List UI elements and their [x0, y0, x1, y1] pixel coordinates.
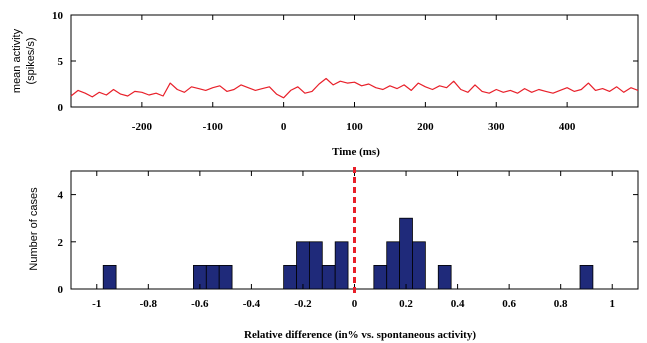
bottom-x-axis-title: Relative difference (in% vs. spontaneous… — [244, 329, 476, 341]
bottom-x-tick-label: 0.6 — [502, 298, 516, 310]
top-y-tick-label: 0 — [58, 102, 64, 114]
top-x-tick-labels: -200 -100 0 100 200 300 400 — [132, 121, 576, 133]
bottom-ticks — [71, 171, 638, 290]
histogram-bar — [399, 217, 413, 290]
histogram-bars — [102, 217, 594, 290]
bottom-y-tick-labels: 0 2 4 — [58, 190, 64, 296]
histogram-bar — [218, 264, 233, 290]
bottom-y-tick-label: 2 — [58, 237, 64, 249]
histogram-bar — [102, 264, 117, 290]
top-y-tick-label: 10 — [52, 10, 64, 22]
histogram-bar — [321, 264, 336, 290]
top-x-tick-label: 400 — [559, 121, 576, 133]
activity-line — [70, 77, 639, 99]
bottom-x-tick-label: -0.6 — [191, 298, 209, 310]
activity-line-series — [70, 77, 639, 99]
top-y-tick-labels: 0 5 10 — [52, 10, 64, 114]
bottom-x-tick-label: 0 — [352, 298, 358, 310]
top-y-axis-title: mean activity (spikes/s) — [11, 28, 37, 93]
top-x-axis-title: Time (ms) — [332, 146, 380, 158]
bottom-x-tick-label: 0.4 — [451, 298, 465, 310]
histogram-plot: -1 -0.8 -0.6 -0.4 -0.2 0 0.2 0.4 0.6 0.8 1 0 2 4 Rel… — [28, 167, 639, 341]
top-y-axis-title-line1: mean activity — [11, 28, 23, 93]
top-ticks — [71, 14, 638, 108]
bottom-y-axis-title: Number of cases — [28, 187, 40, 271]
bottom-y-tick-label: 4 — [58, 190, 64, 202]
top-x-tick-label: 100 — [346, 121, 363, 133]
histogram-bar — [386, 241, 401, 290]
histogram-bar — [205, 264, 220, 290]
bottom-x-tick-label: -0.4 — [243, 298, 261, 310]
histogram-bar — [373, 264, 388, 290]
bottom-x-tick-label: -1 — [92, 298, 101, 310]
histogram-bar — [412, 241, 426, 290]
bottom-x-tick-label: 0.2 — [399, 298, 413, 310]
histogram-bar — [308, 241, 323, 290]
top-x-tick-label: 0 — [281, 121, 287, 133]
bottom-x-tick-label: 1 — [609, 298, 615, 310]
histogram-bar — [437, 264, 452, 290]
top-x-tick-label: -100 — [203, 121, 224, 133]
top-x-tick-label: -200 — [132, 121, 153, 133]
bottom-x-tick-label: -0.8 — [140, 298, 158, 310]
bottom-x-tick-label: 0.8 — [554, 298, 568, 310]
bottom-x-tick-label: -0.2 — [294, 298, 312, 310]
bottom-y-tick-label: 0 — [58, 284, 64, 296]
histogram-bar — [334, 241, 349, 290]
mean-activity-plot: -200 -100 0 100 200 300 400 0 5 10 Time (ms) mea… — [11, 10, 639, 158]
top-y-tick-label: 5 — [58, 56, 64, 68]
histogram-bar — [283, 264, 297, 290]
top-y-axis-title-line2: (spikes/s) — [25, 37, 37, 84]
histogram-bar — [296, 241, 310, 290]
top-x-tick-label: 200 — [417, 121, 434, 133]
top-x-tick-label: 300 — [488, 121, 505, 133]
bottom-x-tick-labels: -1 -0.8 -0.6 -0.4 -0.2 0 0.2 0.4 0.6 0.8 1 — [92, 298, 615, 310]
histogram-bar — [579, 264, 594, 290]
